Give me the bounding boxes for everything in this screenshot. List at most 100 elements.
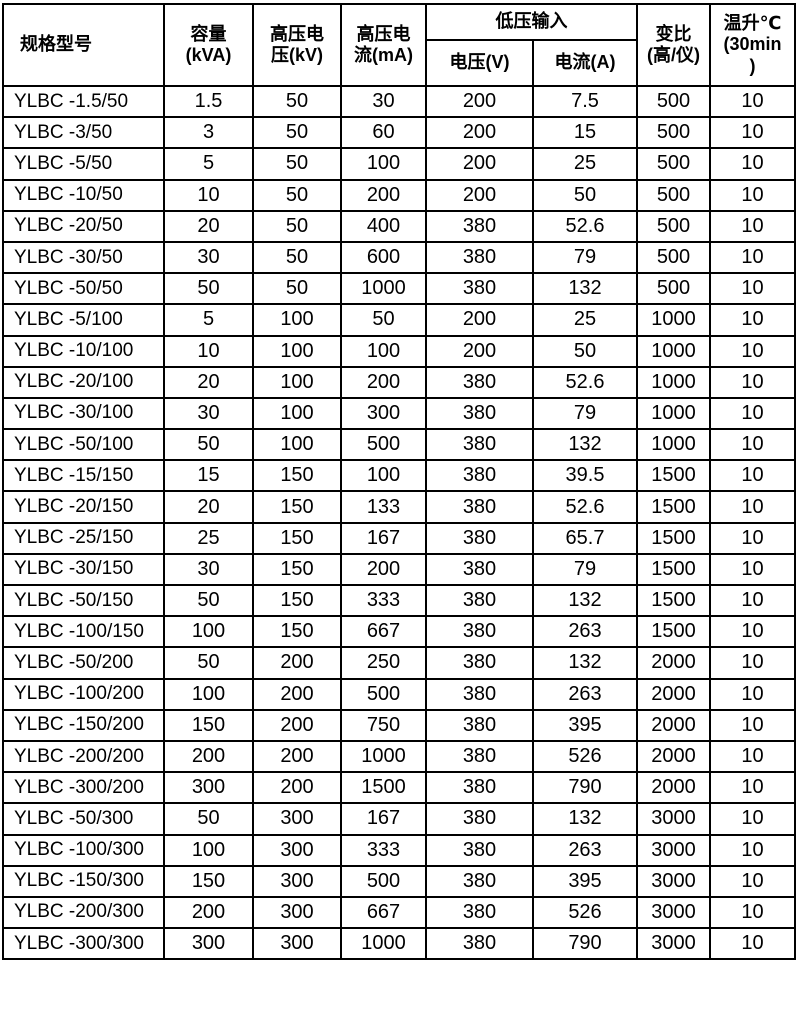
cell-lv-current-a: 7.5: [532, 84, 638, 119]
cell-lv-voltage-v: 200: [425, 303, 534, 337]
cell-hv-voltage-kv: 50: [252, 116, 342, 150]
cell-hv-current-ma: 100: [340, 334, 427, 368]
table-row: YLBC -50/300 50 300 167 380 132 3000 10: [2, 802, 796, 836]
cell-capacity-kva: 30: [163, 552, 254, 587]
cell-hv-current-ma: 500: [340, 864, 427, 898]
cell-hv-current-ma: 750: [340, 708, 427, 742]
cell-capacity-kva: 10: [163, 178, 254, 212]
cell-lv-current-a: 52.6: [532, 209, 638, 243]
cell-lv-voltage-v: 380: [425, 708, 534, 742]
cell-capacity-kva: 100: [163, 677, 254, 711]
table-row: YLBC -100/150 100 150 667 380 263 1500 10: [2, 615, 796, 649]
header-temp-rise: 温升℃ (30min ): [709, 3, 796, 87]
header-lv-input: 低压输入: [425, 3, 638, 41]
cell-lv-voltage-v: 380: [425, 521, 534, 555]
cell-lv-current-a: 132: [532, 583, 638, 618]
cell-ratio: 1500: [636, 552, 711, 587]
cell-lv-voltage-v: 380: [425, 895, 534, 930]
cell-lv-current-a: 52.6: [532, 490, 638, 524]
cell-hv-current-ma: 300: [340, 396, 427, 431]
table-row: YLBC -100/200 100 200 500 380 263 2000 10: [2, 677, 796, 711]
cell-hv-voltage-kv: 150: [252, 615, 342, 649]
table-header: 规格型号 容量 (kVA) 高压电 压(kV) 高压电 流(mA) 低压输入 变…: [2, 3, 796, 87]
cell-lv-voltage-v: 380: [425, 552, 534, 587]
cell-capacity-kva: 50: [163, 428, 254, 462]
cell-hv-current-ma: 1000: [340, 927, 427, 961]
cell-lv-current-a: 132: [532, 646, 638, 680]
cell-hv-current-ma: 500: [340, 677, 427, 711]
cell-model: YLBC -100/200: [2, 677, 165, 711]
table-row: YLBC -10/50 10 50 200 200 50 500 10: [2, 178, 796, 212]
cell-ratio: 500: [636, 147, 711, 181]
cell-lv-voltage-v: 200: [425, 147, 534, 181]
cell-hv-voltage-kv: 200: [252, 771, 342, 805]
cell-hv-voltage-kv: 200: [252, 739, 342, 774]
cell-hv-voltage-kv: 100: [252, 428, 342, 462]
cell-temp-rise: 10: [709, 708, 796, 742]
cell-lv-current-a: 15: [532, 116, 638, 150]
cell-model: YLBC -25/150: [2, 521, 165, 555]
cell-ratio: 1000: [636, 428, 711, 462]
cell-capacity-kva: 50: [163, 583, 254, 618]
cell-lv-current-a: 263: [532, 677, 638, 711]
cell-hv-current-ma: 250: [340, 646, 427, 680]
cell-capacity-kva: 3: [163, 116, 254, 150]
table-row: YLBC -300/300 300 300 1000 380 790 3000 10: [2, 927, 796, 961]
cell-lv-current-a: 132: [532, 428, 638, 462]
spec-table: 规格型号 容量 (kVA) 高压电 压(kV) 高压电 流(mA) 低压输入 变…: [2, 3, 796, 961]
cell-capacity-kva: 15: [163, 459, 254, 493]
cell-hv-voltage-kv: 50: [252, 84, 342, 119]
cell-hv-voltage-kv: 300: [252, 895, 342, 930]
cell-ratio: 500: [636, 240, 711, 275]
cell-hv-voltage-kv: 200: [252, 677, 342, 711]
cell-hv-current-ma: 60: [340, 116, 427, 150]
table-row: YLBC -200/200 200 200 1000 380 526 2000 10: [2, 739, 796, 774]
cell-model: YLBC -10/100: [2, 334, 165, 368]
table-row: YLBC -20/100 20 100 200 380 52.6 1000 10: [2, 365, 796, 399]
table-row: YLBC -200/300 200 300 667 380 526 3000 10: [2, 895, 796, 930]
cell-lv-voltage-v: 380: [425, 646, 534, 680]
cell-hv-voltage-kv: 200: [252, 646, 342, 680]
cell-temp-rise: 10: [709, 147, 796, 181]
header-hv-voltage: 高压电 压(kV): [252, 3, 342, 87]
header-lv-current: 电流(A): [532, 39, 638, 87]
cell-lv-current-a: 79: [532, 396, 638, 431]
cell-model: YLBC -300/300: [2, 927, 165, 961]
cell-temp-rise: 10: [709, 209, 796, 243]
cell-ratio: 1500: [636, 521, 711, 555]
cell-capacity-kva: 300: [163, 927, 254, 961]
table-row: YLBC -25/150 25 150 167 380 65.7 1500 10: [2, 521, 796, 555]
cell-capacity-kva: 50: [163, 646, 254, 680]
cell-hv-current-ma: 30: [340, 84, 427, 119]
cell-ratio: 1000: [636, 396, 711, 431]
cell-capacity-kva: 150: [163, 864, 254, 898]
cell-temp-rise: 10: [709, 116, 796, 150]
cell-ratio: 1500: [636, 490, 711, 524]
cell-ratio: 500: [636, 116, 711, 150]
cell-ratio: 500: [636, 178, 711, 212]
table-row: YLBC -5/100 5 100 50 200 25 1000 10: [2, 303, 796, 337]
cell-lv-current-a: 790: [532, 927, 638, 961]
cell-hv-current-ma: 667: [340, 895, 427, 930]
cell-ratio: 2000: [636, 771, 711, 805]
cell-lv-current-a: 132: [532, 802, 638, 836]
cell-hv-current-ma: 333: [340, 583, 427, 618]
table-row: YLBC -150/200 150 200 750 380 395 2000 10: [2, 708, 796, 742]
cell-lv-current-a: 65.7: [532, 521, 638, 555]
cell-hv-current-ma: 200: [340, 552, 427, 587]
cell-lv-voltage-v: 200: [425, 116, 534, 150]
cell-hv-current-ma: 200: [340, 365, 427, 399]
cell-ratio: 500: [636, 84, 711, 119]
cell-ratio: 3000: [636, 864, 711, 898]
table-row: YLBC -30/150 30 150 200 380 79 1500 10: [2, 552, 796, 587]
cell-capacity-kva: 20: [163, 365, 254, 399]
cell-hv-current-ma: 500: [340, 428, 427, 462]
cell-model: YLBC -15/150: [2, 459, 165, 493]
cell-lv-voltage-v: 200: [425, 84, 534, 119]
cell-hv-voltage-kv: 300: [252, 833, 342, 867]
cell-hv-current-ma: 400: [340, 209, 427, 243]
cell-lv-current-a: 79: [532, 552, 638, 587]
table-row: YLBC -20/150 20 150 133 380 52.6 1500 10: [2, 490, 796, 524]
cell-lv-current-a: 25: [532, 147, 638, 181]
page: 规格型号 容量 (kVA) 高压电 压(kV) 高压电 流(mA) 低压输入 变…: [0, 3, 800, 1026]
